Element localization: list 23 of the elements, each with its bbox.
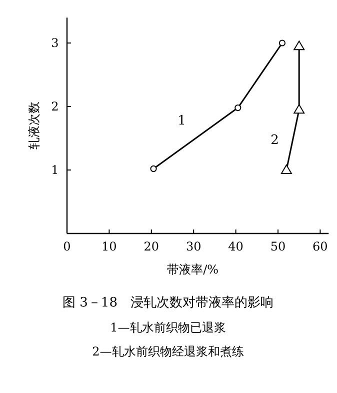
series-label: 1: [178, 113, 186, 128]
x-tick-label: 60: [312, 240, 328, 254]
x-tick-label: 50: [270, 240, 286, 254]
x-axis-title: 带液率/%: [167, 262, 219, 276]
text: 2—轧水前织物经退浆和煮练: [92, 344, 244, 358]
point: [294, 40, 305, 50]
point: [278, 40, 286, 46]
text: 图 3－18 浸轧次数对带液率的影响: [62, 294, 274, 310]
x-tick-label: 10: [102, 240, 117, 254]
text: 1—轧水前织物已退浆: [110, 320, 226, 334]
y-axis-title: 轧液次数: [27, 102, 41, 150]
y-tick-label: 1: [51, 163, 59, 177]
x-tick-label: 30: [186, 240, 202, 254]
x-tick-label: 20: [144, 240, 160, 254]
point: [234, 104, 242, 112]
point: [280, 164, 292, 174]
series-label: 2: [270, 132, 279, 148]
point: [294, 104, 305, 114]
y-tick-label: 2: [51, 100, 59, 114]
x-tick-label: 0: [63, 240, 71, 254]
point: [150, 165, 157, 172]
x-tick-label: 40: [228, 240, 244, 254]
y-tick-label: 3: [51, 36, 59, 50]
